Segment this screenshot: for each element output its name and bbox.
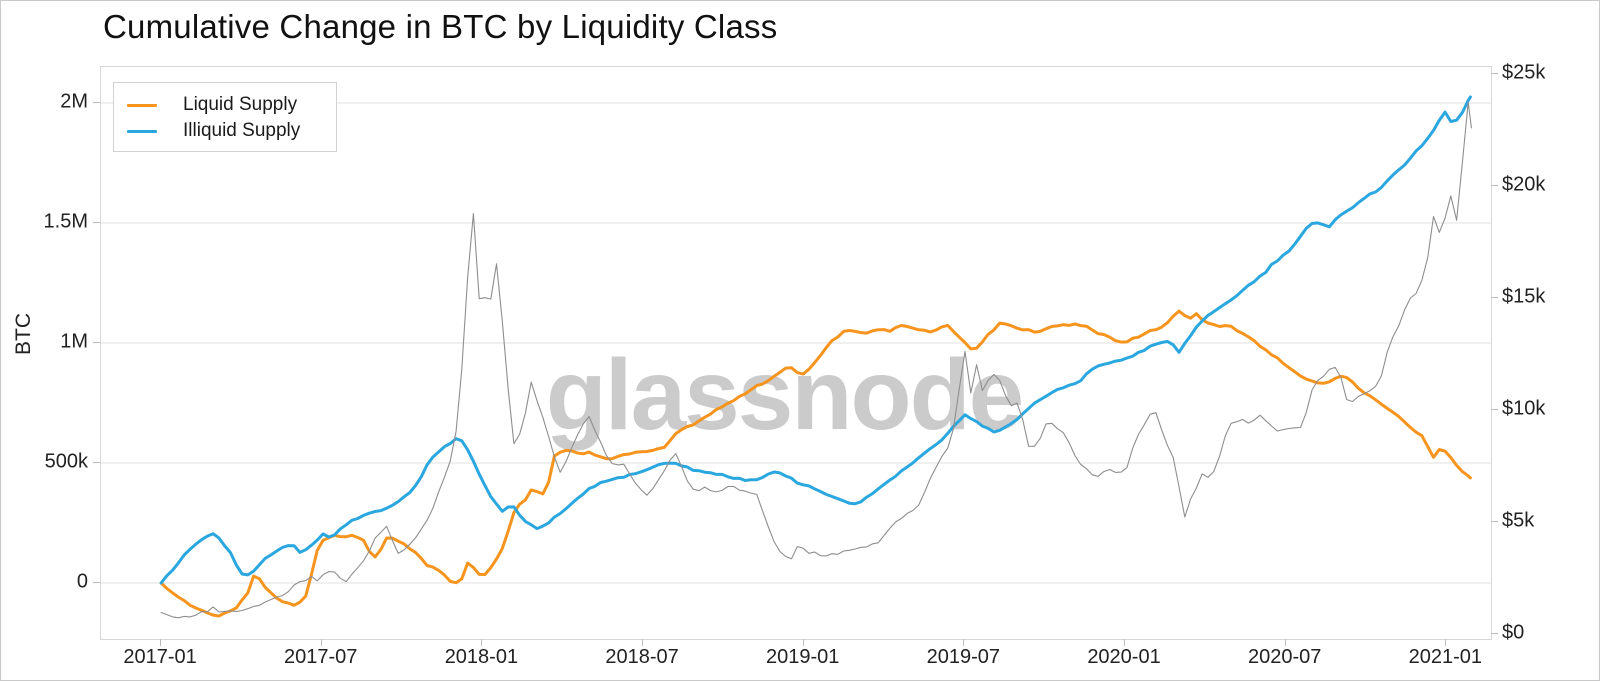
right-tick-mark [1491,633,1498,634]
series-line-illiquid-supply [159,95,1472,585]
left-tick-mark [93,342,100,343]
x-tick-mark [1124,639,1126,646]
right-tick-label: $15k [1502,285,1546,308]
left-tick-mark [93,102,100,103]
plot-area: glassnode [100,66,1492,640]
left-tick-label: 2M [60,90,88,113]
x-tick-label: 2019-01 [766,646,840,668]
x-tick-label: 2021-01 [1408,646,1483,668]
x-tick-label: 2019-07 [926,646,1001,668]
x-tick-mark [802,639,804,646]
x-tick-mark [160,639,162,646]
x-tick-mark [1445,639,1447,646]
series-line-btc-price-usd- [160,101,1472,619]
left-tick-mark [93,222,100,223]
glassnode-watermark: glassnode [545,338,1025,451]
right-tick-mark [1491,521,1498,522]
legend-label-liquid: Liquid Supply [183,94,298,115]
x-tick-label: 2017-01 [123,646,197,668]
x-tick-label: 2020-07 [1247,646,1322,668]
right-tick-mark [1491,185,1498,186]
x-tick-label: 2017-07 [284,646,358,668]
x-tick-mark [1284,639,1286,646]
right-tick-mark [1491,409,1498,410]
x-tick-label: 2020-01 [1087,646,1161,668]
legend-item-liquid: Liquid Supply [114,89,336,121]
left-tick-mark [93,462,100,463]
chart-canvas [101,95,1491,619]
left-tick-label: 0 [76,570,88,593]
x-tick-label: 2018-07 [605,646,679,668]
x-tick-label: 2018-01 [444,646,519,668]
left-tick-label: 1M [60,330,88,353]
right-tick-label: $20k [1502,173,1546,196]
x-tick-mark [320,639,322,646]
page-title: Cumulative Change in BTC by Liquidity Cl… [103,8,778,45]
left-tick-label: 500k [44,450,88,473]
right-tick-mark [1491,297,1498,298]
legend-label-illiquid: Illiquid Supply [183,120,301,141]
right-tick-label: $25k [1502,61,1546,84]
liquid-line-swatch [127,103,157,107]
right-tick-mark [1491,73,1498,74]
series-line-liquid-supply [159,309,1472,618]
illiquid-line-swatch [127,129,157,133]
left-tick-mark [93,582,100,583]
left-tick-label: 1.5M [43,210,88,233]
x-tick-mark [642,639,644,646]
x-tick-mark [963,639,965,646]
right-tick-label: $5k [1502,509,1535,532]
legend-item-illiquid: Illiquid Supply [114,115,336,147]
x-tick-mark [481,639,483,646]
legend: Liquid Supply Illiquid Supply [113,82,337,152]
right-tick-label: $0 [1502,621,1525,644]
right-tick-label: $10k [1502,397,1546,420]
